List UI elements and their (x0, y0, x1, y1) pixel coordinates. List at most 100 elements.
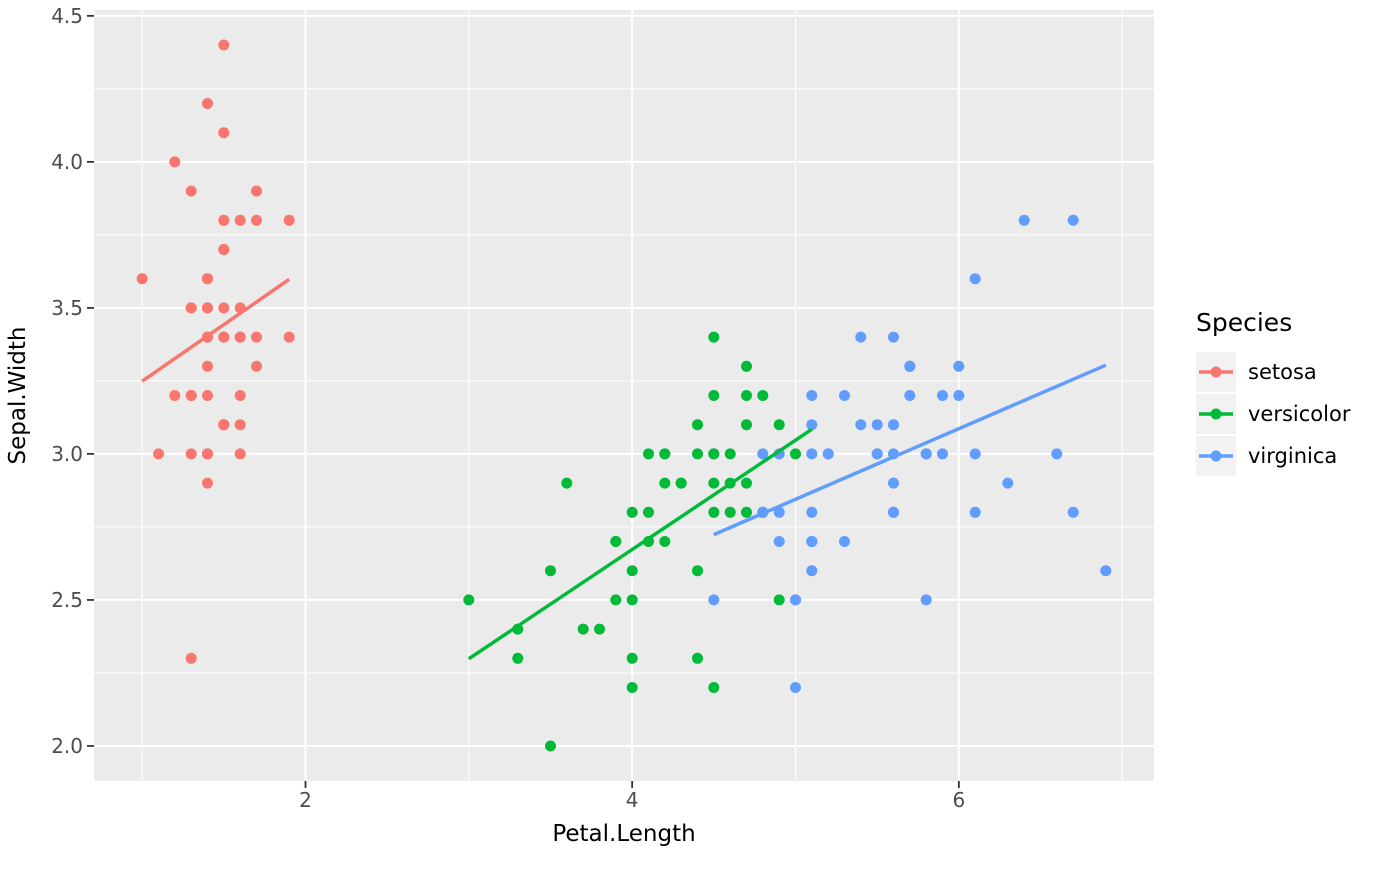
data-point-setosa (283, 331, 295, 343)
data-point-virginica (1067, 506, 1079, 518)
data-point-versicolor (692, 652, 703, 664)
data-point-versicolor (643, 448, 654, 460)
axis-layer: 2 4 6 2.0 2.5 3.0 3.5 4.0 4.5 (51, 4, 965, 812)
data-point-virginica (871, 448, 883, 460)
legend-keys: setosa versicolor virginica (1196, 352, 1351, 476)
data-point-versicolor (610, 594, 622, 606)
data-point-setosa (202, 390, 213, 401)
data-layer (136, 39, 1112, 752)
data-point-setosa (251, 331, 262, 343)
y-tick-label: 3.5 (51, 296, 83, 320)
data-point-virginica (888, 419, 899, 431)
data-point-setosa (202, 273, 213, 285)
data-point-setosa (185, 390, 197, 401)
data-point-versicolor (626, 682, 638, 693)
legend-label-versicolor: versicolor (1248, 402, 1351, 426)
data-point-setosa (185, 302, 197, 314)
data-point-virginica (937, 390, 948, 401)
data-point-versicolor (708, 448, 720, 460)
lm-line-setosa (141, 277, 291, 383)
data-point-versicolor (626, 594, 638, 606)
data-point-versicolor (708, 506, 720, 518)
data-point-setosa (185, 652, 197, 664)
data-point-virginica (839, 536, 850, 547)
data-point-setosa (169, 390, 181, 401)
data-point-versicolor (724, 448, 736, 460)
data-point-setosa (202, 302, 213, 314)
data-point-virginica (969, 448, 981, 460)
data-point-virginica (1051, 448, 1063, 460)
x-tick-label: 6 (952, 788, 965, 812)
data-point-virginica (920, 594, 932, 606)
data-point-virginica (806, 419, 818, 431)
data-point-versicolor (741, 419, 752, 431)
data-point-setosa (218, 331, 230, 343)
legend-key-point-setosa (1210, 366, 1222, 378)
data-point-virginica (757, 448, 769, 460)
y-tick-label: 3.0 (51, 442, 83, 466)
data-point-versicolor (659, 477, 671, 489)
data-point-versicolor (626, 652, 638, 664)
data-point-versicolor (626, 506, 638, 518)
data-point-versicolor (757, 390, 769, 401)
x-axis-title: Petal.Length (552, 821, 695, 847)
data-point-versicolor (512, 652, 524, 664)
data-point-setosa (185, 185, 197, 197)
data-point-virginica (969, 506, 981, 518)
data-point-virginica (1067, 214, 1079, 226)
data-point-setosa (202, 477, 213, 489)
y-tick-label: 4.5 (51, 4, 83, 28)
data-point-virginica (888, 331, 899, 343)
data-point-virginica (937, 448, 948, 460)
x-tick-label: 2 (299, 788, 312, 812)
data-point-virginica (904, 360, 916, 372)
legend-key-point-versicolor (1210, 408, 1222, 420)
data-point-virginica (790, 682, 801, 693)
data-point-virginica (806, 390, 818, 401)
data-point-versicolor (741, 477, 752, 489)
legend-label-setosa: setosa (1248, 360, 1317, 384)
data-point-setosa (185, 448, 197, 460)
data-point-versicolor (659, 448, 671, 460)
data-point-virginica (806, 536, 818, 547)
data-point-virginica (1002, 477, 1014, 489)
data-point-versicolor (545, 565, 556, 577)
x-tick-label: 4 (626, 788, 639, 812)
data-point-versicolor (708, 682, 720, 693)
data-point-virginica (888, 477, 899, 489)
data-point-versicolor (692, 565, 703, 577)
data-point-versicolor (561, 477, 573, 489)
data-point-virginica (855, 331, 867, 343)
data-point-virginica (871, 419, 883, 431)
data-point-virginica (904, 390, 916, 401)
data-point-setosa (234, 214, 246, 226)
data-point-versicolor (741, 360, 752, 372)
data-point-setosa (218, 244, 230, 255)
data-point-virginica (953, 360, 965, 372)
data-point-virginica (839, 390, 850, 401)
data-point-setosa (251, 214, 262, 226)
data-point-setosa (153, 448, 164, 460)
data-point-versicolor (773, 594, 785, 606)
data-point-virginica (888, 506, 899, 518)
data-point-virginica (806, 448, 818, 460)
data-point-virginica (708, 594, 720, 606)
data-point-setosa (234, 448, 246, 460)
data-point-setosa (234, 419, 246, 431)
legend: Species setosa versicolor virginica (1196, 308, 1351, 476)
data-point-setosa (169, 156, 181, 168)
data-point-versicolor (773, 419, 785, 431)
data-point-setosa (202, 98, 213, 109)
data-point-virginica (773, 506, 785, 518)
legend-key-point-virginica (1210, 450, 1222, 462)
data-point-setosa (234, 390, 246, 401)
data-point-versicolor (741, 390, 752, 401)
data-point-setosa (202, 448, 213, 460)
data-point-virginica (806, 565, 818, 577)
y-tick-label: 2.0 (51, 734, 83, 758)
data-point-virginica (790, 594, 801, 606)
panel-layer (94, 10, 1154, 781)
data-point-versicolor (790, 448, 801, 460)
data-point-setosa (251, 360, 262, 372)
